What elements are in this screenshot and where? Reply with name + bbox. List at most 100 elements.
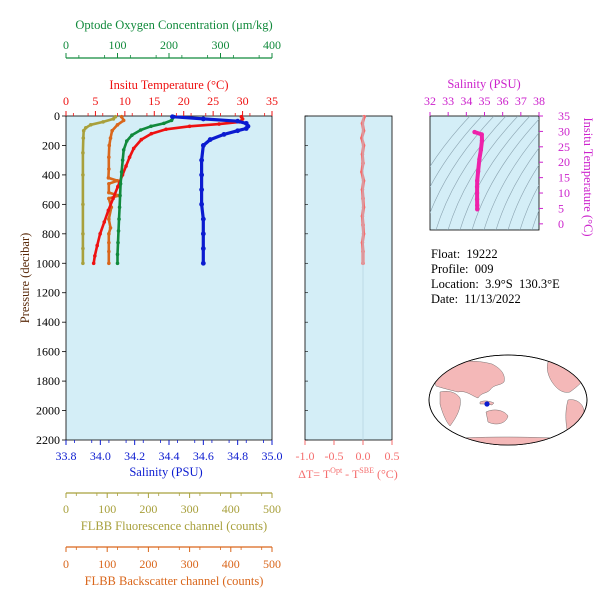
delta-t-point [360, 240, 365, 245]
delta-t-axis-label: ΔT= TOpt - TSBE (°C) [298, 466, 398, 481]
ts-isopycnal [447, 116, 519, 230]
ts-temperature-tick-label: 30 [558, 124, 570, 138]
delta-t-tick-label: 0.5 [385, 449, 400, 463]
pressure-tick-label: 400 [42, 168, 60, 182]
oxygen-point [117, 205, 122, 210]
salinity-point [243, 126, 249, 131]
world-map [428, 354, 588, 446]
backscatter-axis: 0 100 200 300 400 500 [63, 546, 281, 571]
salinity-tick-label: 34.6 [193, 449, 214, 463]
ts-salinity-tick-label: 34 [460, 94, 472, 108]
oxygen-point [121, 148, 126, 152]
backscatter-point [108, 136, 113, 140]
pressure-tick-label: 1600 [36, 345, 60, 359]
ts-point [479, 132, 484, 137]
ts-temperature-tick-label: 15 [558, 171, 570, 185]
ts-temperature-tick-label: 35 [558, 109, 570, 123]
delta-t-point [361, 143, 366, 148]
pressure-tick-label: 1000 [36, 256, 60, 270]
delta-t-tick-label: 0.0 [356, 449, 371, 463]
temperature-point [115, 184, 120, 189]
backscatter-point [110, 128, 114, 133]
fluorescence-tick-label: 100 [98, 502, 116, 516]
oxygen-point [116, 229, 121, 233]
oxygen-point [116, 240, 120, 245]
temperature-tick-label: 35 [266, 94, 278, 108]
salinity-point [221, 132, 227, 137]
temperature-point [124, 164, 128, 168]
pressure-tick-label: 0 [54, 109, 60, 123]
temperature-point [131, 146, 136, 151]
temperature-tick-label: 5 [92, 94, 98, 108]
oxygen-point [169, 118, 174, 123]
land-south-america [565, 399, 585, 441]
temperature-point [240, 117, 245, 121]
fluorescence-point [101, 120, 105, 124]
ts-panel-background [429, 115, 540, 231]
oxygen-point [118, 181, 123, 186]
pressure-tick-label: 800 [42, 227, 60, 241]
ts-isopycnal [459, 116, 531, 230]
salinity-axis: 33.8 34.0 34.2 34.4 34.6 34.8 35.0 [56, 440, 283, 463]
fluorescence-point [81, 128, 86, 133]
temperature-point [98, 232, 102, 236]
backscatter-tick-label: 200 [139, 557, 157, 571]
ts-salinity-tick-label: 35 [479, 94, 491, 108]
temperature-axis: 0 5 10 15 20 25 30 35 [63, 94, 278, 116]
temperature-point [217, 122, 221, 126]
ts-isopycnal [430, 116, 483, 188]
ts-point [472, 129, 477, 135]
backscatter-point [107, 232, 111, 236]
ts-point [475, 169, 481, 174]
oxygen-tick-label: 100 [109, 38, 127, 52]
backscatter-point [121, 118, 126, 123]
fluorescence-tick-label: 500 [263, 502, 281, 516]
oxygen-point [130, 133, 134, 137]
backscatter-point [107, 249, 111, 254]
fluorescence-point [88, 123, 93, 127]
salinity-tick-label: 34.8 [227, 449, 248, 463]
fluorescence-point [81, 202, 85, 207]
temperature-tick-label: 20 [178, 94, 190, 108]
temperature-point [164, 127, 168, 132]
ts-point [475, 178, 480, 183]
salinity-point [235, 118, 241, 124]
ts-salinity-tick-label: 37 [515, 94, 527, 108]
location: Location: 3.9°S 130.3°E [431, 277, 560, 291]
ts-isopycnal [507, 164, 539, 230]
temperature-axis-label: Insitu Temperature (°C) [109, 78, 228, 92]
salinity-tick-label: 34.2 [124, 449, 145, 463]
ts-isopycnal [435, 116, 507, 230]
oxygen-point [120, 158, 125, 162]
salinity-point [200, 216, 206, 222]
pressure-tick-label: 2000 [36, 404, 60, 418]
salinity-point [199, 187, 205, 193]
ts-temperature-tick-label: 10 [558, 186, 570, 200]
land-africa [439, 391, 461, 427]
backscatter-point [107, 240, 111, 245]
backscatter-tick-label: 100 [98, 557, 116, 571]
temperature-point [187, 124, 192, 129]
ts-isopycnal [544, 116, 609, 230]
ts-point [479, 138, 485, 143]
backscatter-point [107, 196, 111, 201]
salinity-point [200, 260, 206, 266]
backscatter-point [107, 261, 111, 266]
delta-t-point [361, 205, 366, 210]
ts-salinity-tick-label: 36 [497, 94, 509, 108]
oxygen-tick-label: 300 [212, 38, 230, 52]
fluorescence-point [81, 232, 85, 236]
fluorescence-tick-label: 0 [63, 502, 69, 516]
float-id: Float: 19222 [431, 247, 498, 261]
oxygen-axis-label: Optode Oxygen Concentration (μm/kg) [75, 18, 272, 32]
oxygen-point [115, 261, 120, 266]
fluorescence-point [81, 173, 85, 177]
delta-t-tick-label: -1.0 [296, 449, 315, 463]
salinity-point [235, 128, 241, 134]
salinity-tick-label: 34.4 [159, 449, 180, 463]
pressure-tick-label: 600 [42, 197, 60, 211]
fluorescence-tick-label: 200 [139, 502, 157, 516]
ts-point [474, 184, 480, 190]
ts-temperature-axis-label: Insitu Temperature (°C) [581, 117, 595, 236]
